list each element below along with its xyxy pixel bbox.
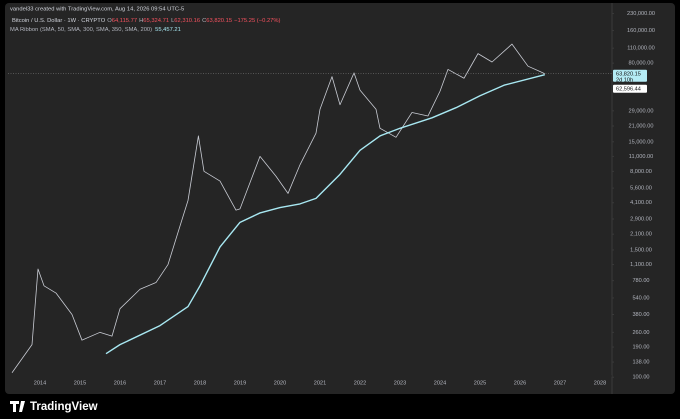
y-tick-label: 2,100.00 — [630, 232, 652, 238]
ohlc-key: L — [171, 18, 175, 24]
ohlc-key: O — [107, 18, 112, 24]
ma-label: 62,596.44 — [616, 86, 641, 92]
y-tick-label: 8,000.00 — [630, 169, 652, 175]
x-tick-label: 2022 — [354, 380, 366, 386]
ma-label-box — [613, 84, 647, 93]
y-tick-label: 230,000.00 — [627, 11, 655, 17]
y-tick-label: 380.00 — [632, 312, 649, 318]
indicator-value: 55,457.21 — [155, 27, 181, 33]
y-tick-label: 5,600.00 — [630, 186, 652, 192]
attribution: vandel33 created with TradingView.com, A… — [10, 7, 184, 13]
ma-line — [105, 74, 545, 355]
ohlc-value: 62,310.16 — [174, 18, 200, 24]
y-tick-label: 110,000.00 — [627, 46, 655, 52]
x-tick-label: 2019 — [234, 380, 246, 386]
y-tick-label: 138.00 — [632, 360, 649, 366]
x-tick-label: 2017 — [154, 380, 166, 386]
y-tick-label: 780.00 — [632, 278, 649, 284]
x-tick-label: 2016 — [114, 380, 126, 386]
logo — [10, 401, 27, 412]
x-tick-label: 2024 — [434, 380, 446, 386]
y-tick-label: 260.00 — [632, 330, 649, 336]
ohlc-value: 64,115.77 — [112, 18, 137, 24]
x-tick-label: 2014 — [34, 380, 46, 386]
y-tick-label: 4,100.00 — [630, 200, 652, 206]
countdown: 2d 10h — [616, 77, 633, 83]
ohlc-value: 63,820.15 — [206, 18, 232, 24]
y-tick-label: 2,900.00 — [630, 216, 652, 222]
x-tick-label: 2023 — [394, 380, 406, 386]
y-tick-label: 15,000.00 — [629, 139, 654, 145]
y-tick-label: 80,000.00 — [629, 61, 654, 67]
symbol-title: Bitcoin / U.S. Dollar · 1W · CRYPTO — [12, 18, 106, 24]
indicator-name: MA Ribbon (SMA, 50, SMA, 300, SMA, 350, … — [10, 27, 152, 33]
y-tick-label: 1,100.00 — [630, 262, 652, 268]
y-tick-label: 540.00 — [632, 295, 649, 301]
x-tick-label: 2020 — [274, 380, 286, 386]
y-tick-label: 21,000.00 — [629, 123, 654, 129]
x-tick-label: 2018 — [194, 380, 206, 386]
ohlc-key: H — [139, 18, 143, 24]
y-tick-label: 29,000.00 — [629, 108, 654, 114]
chart-panel — [5, 3, 675, 394]
y-tick-label: 190.00 — [632, 345, 649, 351]
y-tick-label: 1,500.00 — [630, 247, 652, 253]
price-label-box — [613, 69, 647, 82]
symbol-line: Bitcoin / U.S. Dollar · 1W · CRYPTO O64,1… — [12, 18, 281, 24]
x-tick-label: 2027 — [554, 380, 566, 386]
x-tick-label: 2015 — [74, 380, 86, 386]
y-tick-label: 11,000.00 — [629, 154, 653, 160]
indicator-line: MA Ribbon (SMA, 50, SMA, 300, SMA, 350, … — [10, 27, 181, 33]
x-tick-label: 2021 — [314, 380, 326, 386]
change: −175.25 (−0.27%) — [234, 18, 280, 24]
x-tick-label: 2028 — [594, 380, 606, 386]
price-label: 63,820.15 — [616, 71, 641, 77]
ohlc-value: 65,324.71 — [143, 18, 169, 24]
y-tick-label: 160,000.00 — [627, 28, 655, 34]
ohlc-key: C — [202, 18, 206, 24]
x-tick-label: 2025 — [474, 380, 486, 386]
y-tick-label: 100.00 — [632, 375, 649, 381]
x-tick-label: 2026 — [514, 380, 526, 386]
brand: TradingView — [30, 401, 98, 413]
price-line — [11, 43, 545, 373]
